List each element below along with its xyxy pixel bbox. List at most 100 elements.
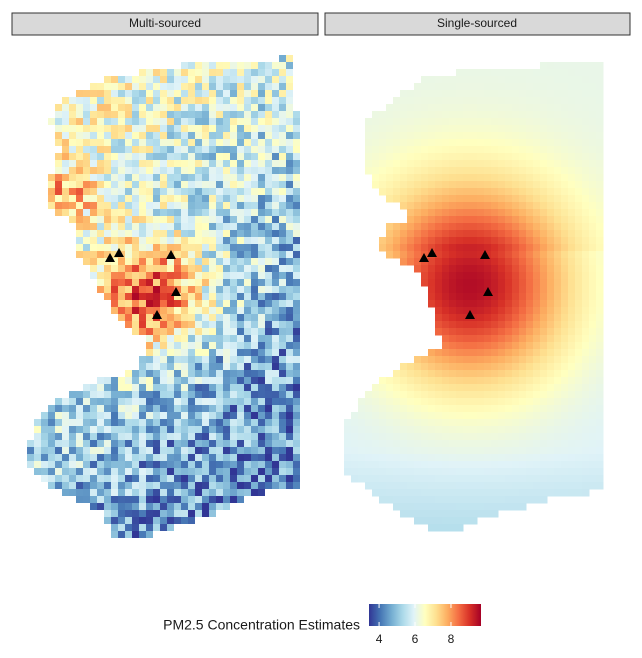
- raster-cell: [244, 62, 251, 69]
- raster-cell: [589, 251, 597, 259]
- raster-cell: [244, 454, 251, 461]
- raster-cell: [104, 167, 111, 174]
- raster-cell: [414, 426, 422, 434]
- raster-cell: [505, 244, 513, 252]
- raster-cell: [484, 377, 492, 385]
- raster-cell: [561, 440, 569, 448]
- raster-cell: [90, 90, 97, 97]
- raster-cell: [174, 188, 181, 195]
- raster-cell: [265, 307, 272, 314]
- raster-cell: [519, 489, 527, 497]
- raster-cell: [442, 377, 450, 385]
- raster-cell: [575, 174, 583, 182]
- raster-cell: [286, 146, 293, 153]
- raster-cell: [139, 181, 146, 188]
- raster-cell: [223, 405, 230, 412]
- raster-cell: [146, 104, 153, 111]
- raster-cell: [181, 223, 188, 230]
- raster-cell: [62, 433, 69, 440]
- raster-cell: [561, 202, 569, 210]
- raster-cell: [258, 384, 265, 391]
- raster-cell: [379, 160, 387, 168]
- raster-cell: [76, 482, 83, 489]
- raster-cell: [279, 440, 286, 447]
- raster-cell: [484, 293, 492, 301]
- raster-cell: [442, 426, 450, 434]
- raster-cell: [188, 489, 195, 496]
- raster-cell: [181, 69, 188, 76]
- raster-cell: [372, 419, 380, 427]
- raster-cell: [55, 160, 62, 167]
- raster-cell: [167, 258, 174, 265]
- raster-cell: [279, 244, 286, 251]
- raster-cell: [512, 181, 520, 189]
- raster-cell: [519, 384, 527, 392]
- raster-cell: [554, 426, 562, 434]
- raster-cell: [477, 167, 485, 175]
- raster-cell: [97, 475, 104, 482]
- raster-cell: [258, 426, 265, 433]
- raster-cell: [400, 132, 408, 140]
- raster-cell: [181, 230, 188, 237]
- raster-cell: [561, 426, 569, 434]
- raster-cell: [69, 202, 76, 209]
- raster-cell: [209, 342, 216, 349]
- raster-cell: [216, 174, 223, 181]
- raster-cell: [491, 426, 499, 434]
- raster-cell: [470, 69, 478, 77]
- raster-cell: [181, 153, 188, 160]
- raster-cell: [272, 188, 279, 195]
- raster-cell: [484, 174, 492, 182]
- raster-cell: [596, 384, 604, 392]
- raster-cell: [209, 202, 216, 209]
- raster-cell: [463, 202, 471, 210]
- raster-cell: [547, 111, 555, 119]
- raster-cell: [491, 279, 499, 287]
- raster-cell: [195, 97, 202, 104]
- raster-cell: [146, 314, 153, 321]
- raster-cell: [125, 265, 132, 272]
- raster-cell: [104, 398, 111, 405]
- raster-cell: [477, 489, 485, 497]
- raster-cell: [449, 524, 457, 532]
- raster-cell: [230, 209, 237, 216]
- raster-cell: [519, 349, 527, 357]
- raster-cell: [188, 83, 195, 90]
- raster-cell: [55, 475, 62, 482]
- raster-cell: [230, 195, 237, 202]
- raster-cell: [244, 237, 251, 244]
- raster-cell: [568, 146, 576, 154]
- raster-cell: [533, 153, 541, 161]
- raster-cell: [160, 167, 167, 174]
- raster-cell: [519, 447, 527, 455]
- raster-cell: [27, 454, 34, 461]
- raster-cell: [118, 447, 125, 454]
- raster-cell: [293, 468, 300, 475]
- raster-cell: [293, 370, 300, 377]
- raster-cell: [505, 370, 513, 378]
- raster-cell: [216, 202, 223, 209]
- raster-cell: [498, 412, 506, 420]
- raster-cell: [34, 426, 41, 433]
- raster-cell: [69, 209, 76, 216]
- raster-cell: [146, 76, 153, 83]
- raster-cell: [272, 433, 279, 440]
- raster-cell: [293, 412, 300, 419]
- raster-cell: [568, 447, 576, 455]
- raster-cell: [118, 97, 125, 104]
- raster-cell: [139, 97, 146, 104]
- raster-cell: [209, 363, 216, 370]
- raster-cell: [118, 510, 125, 517]
- raster-cell: [286, 90, 293, 97]
- raster-cell: [76, 209, 83, 216]
- raster-cell: [174, 265, 181, 272]
- raster-cell: [582, 153, 590, 161]
- raster-cell: [533, 195, 541, 203]
- raster-cell: [76, 153, 83, 160]
- raster-cell: [519, 405, 527, 413]
- raster-cell: [188, 419, 195, 426]
- raster-cell: [97, 468, 104, 475]
- raster-cell: [414, 230, 422, 238]
- raster-cell: [83, 188, 90, 195]
- raster-cell: [237, 251, 244, 258]
